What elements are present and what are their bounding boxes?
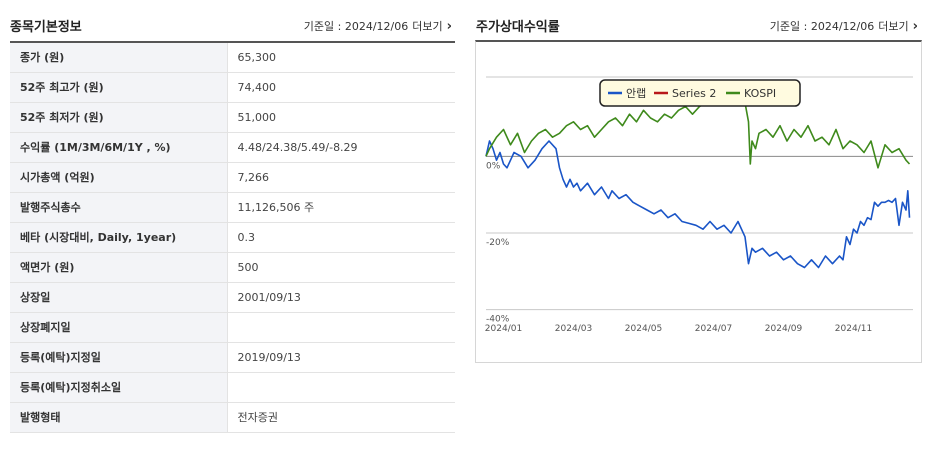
info-row-value: 74,400 xyxy=(227,71,455,102)
info-row-label: 등록(예탁)지정취소일 xyxy=(10,371,228,402)
chart-legend xyxy=(599,79,801,107)
info-row: 발행형태 전자증권 xyxy=(10,401,455,433)
info-row-label: 발행주식총수 xyxy=(10,191,228,222)
info-row: 액면가 (원) 500 xyxy=(10,251,455,282)
info-row: 52주 최저가 (원) 51,000 xyxy=(10,101,455,132)
info-row: 종가 (원) 65,300 xyxy=(10,41,455,72)
info-row-value xyxy=(227,311,455,342)
basic-info-title: 종목기본정보 xyxy=(10,20,82,35)
info-row-value: 0.3 xyxy=(227,221,455,252)
chevron-right-icon[interactable]: › xyxy=(912,18,918,34)
basic-info-more-link[interactable]: 더보기 xyxy=(412,20,443,33)
legend-label: Series 2 xyxy=(672,87,716,100)
x-tick-label: 2024/03 xyxy=(555,324,592,334)
info-row-label: 발행형태 xyxy=(10,401,228,433)
info-row-value: 500 xyxy=(227,251,455,282)
info-row-label: 52주 최저가 (원) xyxy=(10,101,228,132)
relative-return-title: 주가상대수익률 xyxy=(476,20,560,35)
y-tick-label: -40% xyxy=(486,315,510,325)
relative-return-meta: 기준일 : 2024/12/06 더보기 › xyxy=(770,18,918,34)
info-row-label: 종가 (원) xyxy=(10,41,228,72)
x-tick-label: 2024/01 xyxy=(485,324,522,334)
info-row-label: 52주 최고가 (원) xyxy=(10,71,228,102)
info-row-value: 2019/09/13 xyxy=(227,341,455,372)
info-row: 발행주식총수 11,126,506 주 xyxy=(10,191,455,222)
info-row-label: 등록(예탁)지정일 xyxy=(10,341,228,372)
y-tick-label: -20% xyxy=(486,238,510,248)
info-row: 시가총액 (억원) 7,266 xyxy=(10,161,455,192)
info-row-value: 4.48/24.38/5.49/-8.29 xyxy=(227,131,455,162)
info-row: 상장일 2001/09/13 xyxy=(10,281,455,312)
info-row-label: 상장일 xyxy=(10,281,228,312)
series-line-1 xyxy=(485,140,911,269)
relative-return-chart: 0% -20% -40% 2024/01 2024/03 2024/05 2024/07 20… xyxy=(475,40,922,363)
info-row-label: 베타 (시장대비, Daily, 1year) xyxy=(10,221,228,252)
info-row: 상장폐지일 xyxy=(10,311,455,342)
info-row: 52주 최고가 (원) 74,400 xyxy=(10,71,455,102)
chart-svg: 0% -20% -40%2024/01 2024/03 2024/05 2024/07 20… xyxy=(485,76,913,334)
x-tick-label: 2024/05 xyxy=(625,324,662,334)
basic-info-meta: 기준일 : 2024/12/06 더보기 › xyxy=(304,18,452,34)
info-row-value: 51,000 xyxy=(227,101,455,132)
info-row: 등록(예탁)지정취소일 xyxy=(10,371,455,402)
info-row-label: 액면가 (원) xyxy=(10,251,228,282)
x-tick-label: 2024/09 xyxy=(765,324,803,334)
info-row-value: 2001/09/13 xyxy=(227,281,455,312)
relative-return-date: 기준일 : 2024/12/06 xyxy=(769,20,875,33)
info-row-label: 수익률 (1M/3M/6M/1Y , %) xyxy=(10,131,228,162)
x-tick-label: 2024/07 xyxy=(695,324,732,334)
legend-label: 안랩 xyxy=(626,87,646,100)
info-row-value: 11,126,506 주 xyxy=(227,191,455,222)
info-row-value xyxy=(227,371,455,402)
info-row: 수익률 (1M/3M/6M/1Y , %) 4.48/24.38/5.49/-8.… xyxy=(10,131,455,162)
x-tick-label: 2024/11 xyxy=(835,324,872,334)
info-row-value: 전자증권 xyxy=(227,401,455,433)
info-row-value: 65,300 xyxy=(227,41,455,72)
info-row-value: 7,266 xyxy=(227,161,455,192)
basic-info-table: 종가 (원) 65,300 52주 최고가 (원) 74,400 52주 최저가 (원)… xyxy=(10,41,455,433)
chevron-right-icon[interactable]: › xyxy=(446,18,452,34)
info-row-label: 상장폐지일 xyxy=(10,311,228,342)
legend-label: KOSPI xyxy=(744,87,776,100)
basic-info-date: 기준일 : 2024/12/06 xyxy=(303,20,409,33)
info-row: 등록(예탁)지정일 2019/09/13 xyxy=(10,341,455,372)
info-row: 베타 (시장대비, Daily, 1year) 0.3 xyxy=(10,221,455,252)
relative-return-more-link[interactable]: 더보기 xyxy=(878,20,909,33)
y-tick-label: 0% xyxy=(486,161,501,171)
info-row-label: 시가총액 (억원) xyxy=(10,161,228,192)
